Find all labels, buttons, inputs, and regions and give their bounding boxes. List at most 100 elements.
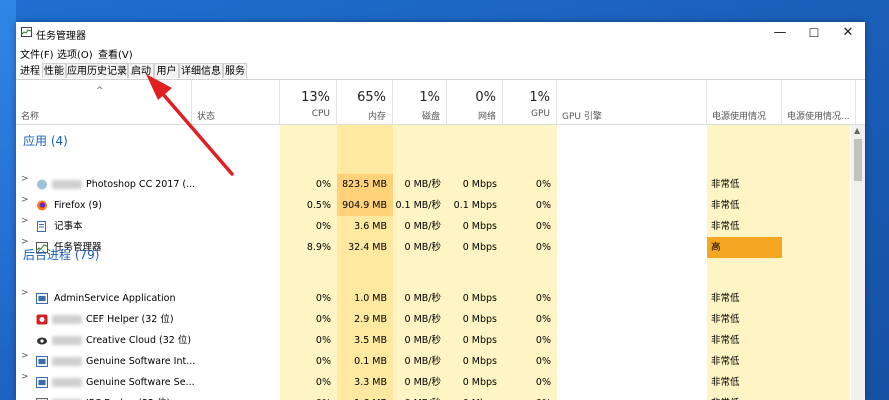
process-name: Genuine Software Se... (86, 377, 195, 388)
cpu-column-bg (280, 125, 337, 400)
redacted-name (52, 180, 82, 189)
tab-details[interactable]: 详细信息 (179, 63, 223, 78)
process-row[interactable]: CEF Helper (32 位) 0% 2.9 MB 0 MB/秒 0 Mbps 0% 非… (16, 309, 850, 330)
memory-cell: 32.4 MB (348, 242, 387, 253)
tab-services[interactable]: 服务 (223, 63, 247, 78)
disk-cell: 0 MB/秒 (404, 314, 441, 325)
col-name-label: 名称 (21, 112, 40, 122)
expand-chevron-icon[interactable]: > (21, 237, 29, 247)
col-power-trend-label: 电源使用情况... (787, 112, 850, 122)
gpu-column-bg (503, 125, 557, 400)
scrollbar-thumb[interactable] (854, 139, 862, 181)
disk-cell: 0 MB/秒 (404, 335, 441, 346)
power-usage-cell: 非常低 (711, 314, 740, 325)
network-cell: 0.1 Mbps (453, 200, 497, 211)
menu-view[interactable]: 查看(V) (98, 50, 133, 61)
tab-app-history[interactable]: 应用历史记录 (66, 63, 128, 78)
network-cell: 0 Mbps (462, 335, 497, 346)
col-network-header[interactable]: 0% 网络 (447, 80, 503, 124)
process-name: Firefox (9) (54, 200, 102, 211)
redacted-name (52, 336, 82, 345)
network-cell: 0 Mbps (447, 393, 503, 400)
expand-chevron-icon[interactable]: > (21, 195, 29, 205)
cpu-cell: 0% (315, 293, 331, 304)
maximize-button[interactable]: ☐ (808, 26, 820, 40)
task-manager-icon (36, 242, 48, 253)
photoshop-icon (36, 179, 48, 190)
process-list: 应用 (4) > Photoshop CC 2017 (... 0% 823.5 MB… (16, 125, 850, 400)
memory-cell: 2.9 MB (354, 314, 387, 325)
process-name: AdminService Application (54, 293, 176, 304)
disk-cell: 0 MB/秒 (404, 221, 441, 232)
window-title: 任务管理器 (36, 31, 86, 42)
process-row[interactable]: IPC Broker (32 位)0%1.6 MB0 MB/秒0 Mbps0%非… (16, 393, 850, 400)
tab-processes[interactable]: 进程 (18, 63, 42, 79)
col-name-header[interactable]: ^ 名称 (16, 80, 192, 124)
tab-users[interactable]: 用户 (154, 63, 179, 78)
col-gpu-engine-header[interactable]: GPU 引擎 (557, 80, 707, 124)
notepad-icon (36, 221, 48, 232)
desktop-background (0, 0, 16, 400)
process-row[interactable]: Creative Cloud (32 位) 0% 3.5 MB 0 MB/秒 0 Mbp… (16, 330, 850, 351)
process-name: 记事本 (54, 221, 83, 232)
minimize-button[interactable]: — (773, 25, 787, 40)
menu-file[interactable]: 文件(F) (20, 50, 54, 61)
scroll-up-icon[interactable]: ▲ (854, 126, 861, 135)
expand-chevron-icon[interactable]: > (21, 216, 29, 226)
process-row[interactable]: > 记事本 0% 3.6 MB 0 MB/秒 0 Mbps 0% 非常低 (16, 216, 850, 237)
vertical-scrollbar[interactable]: ▲ (851, 125, 865, 400)
memory-cell: 904.9 MB (337, 195, 393, 216)
process-row[interactable]: > Photoshop CC 2017 (... 0% 823.5 MB 0 MB/秒 0… (16, 174, 850, 195)
memory-cell: 3.3 MB (354, 377, 387, 388)
tab-startup[interactable]: 启动 (128, 63, 154, 78)
gpu-cell: 0% (535, 242, 551, 253)
cpu-cell: 0% (315, 314, 331, 325)
col-gpu-label: GPU (531, 109, 550, 119)
cpu-cell: 0% (315, 356, 331, 367)
menu-options[interactable]: 选项(O) (57, 50, 93, 61)
process-row[interactable]: > Firefox (9) 0.5% 904.9 MB 0.1 MB/秒 0.1 Mbps… (16, 195, 850, 216)
process-name: Creative Cloud (32 位) (86, 335, 192, 346)
process-row[interactable]: > 任务管理器 8.9% 32.4 MB 0 MB/秒 0 Mbps 0% 高 (16, 237, 850, 258)
col-power-header[interactable]: 电源使用情况 (707, 80, 782, 124)
memory-total: 65% (357, 90, 386, 105)
power-usage-cell: 非常低 (711, 377, 740, 388)
gpu-cell: 0% (535, 179, 551, 190)
tab-performance[interactable]: 性能 (42, 63, 66, 78)
ipc-broker-icon (36, 398, 48, 400)
redacted-name (52, 378, 82, 387)
close-button[interactable]: ✕ (842, 25, 854, 40)
cpu-cell: 0% (280, 393, 337, 400)
col-memory-header[interactable]: 65% 内存 (337, 80, 393, 124)
col-status-label: 状态 (197, 112, 216, 122)
firefox-icon (36, 200, 48, 211)
cpu-cell: 0% (315, 335, 331, 346)
expand-chevron-icon[interactable]: > (21, 288, 29, 298)
col-status-header[interactable]: 状态 (192, 80, 280, 124)
expand-chevron-icon[interactable]: > (21, 174, 29, 184)
col-gpu-engine-label: GPU 引擎 (562, 112, 602, 122)
process-name: Genuine Software Int... (86, 356, 196, 367)
col-cpu-header[interactable]: 13% CPU (280, 80, 337, 124)
col-power-trend-header[interactable]: 电源使用情况... (782, 80, 856, 124)
cpu-cell: 0% (315, 179, 331, 190)
network-cell: 0 Mbps (462, 293, 497, 304)
gpu-cell: 0% (503, 393, 557, 400)
process-row[interactable]: > AdminService Application 0% 1.0 MB 0 MB/秒 0… (16, 288, 850, 309)
process-name: Photoshop CC 2017 (... (86, 179, 196, 190)
disk-cell: 0 MB/秒 (404, 179, 441, 190)
gpu-cell: 0% (535, 356, 551, 367)
title-bar[interactable]: 任务管理器 — ☐ ✕ (16, 22, 865, 44)
network-cell: 0 Mbps (462, 314, 497, 325)
process-row[interactable]: > Genuine Software Se... 0% 3.3 MB 0 MB/秒 0 M… (16, 372, 850, 393)
memory-column-bg (337, 125, 393, 400)
cpu-total: 13% (301, 90, 330, 105)
expand-chevron-icon[interactable]: > (21, 351, 29, 361)
service-app-icon (36, 377, 48, 388)
expand-chevron-icon[interactable]: > (21, 372, 29, 382)
col-power-label: 电源使用情况 (712, 112, 767, 122)
col-gpu-header[interactable]: 1% GPU (503, 80, 557, 124)
process-row[interactable]: > Genuine Software Int... 0% 0.1 MB 0 MB/秒 0 … (16, 351, 850, 372)
disk-cell: 0.1 MB/秒 (395, 200, 441, 211)
col-disk-header[interactable]: 1% 磁盘 (393, 80, 447, 124)
